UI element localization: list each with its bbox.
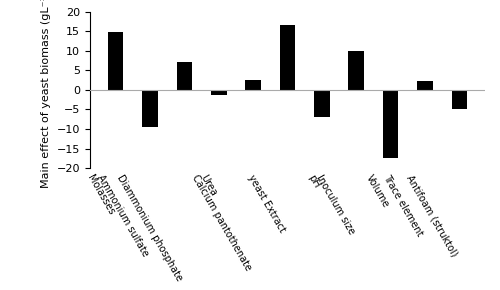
Bar [176, 63, 192, 90]
Bar [314, 90, 330, 117]
Bar [383, 90, 398, 158]
Bar [280, 25, 295, 90]
Bar [452, 90, 467, 110]
Bar [246, 80, 261, 90]
Bar [211, 90, 226, 95]
Bar [108, 32, 124, 90]
Bar [142, 90, 158, 127]
Bar [417, 81, 432, 90]
Y-axis label: Main effect of yeast biomass (gL⁻¹): Main effect of yeast biomass (gL⁻¹) [41, 0, 51, 188]
Bar [348, 51, 364, 90]
